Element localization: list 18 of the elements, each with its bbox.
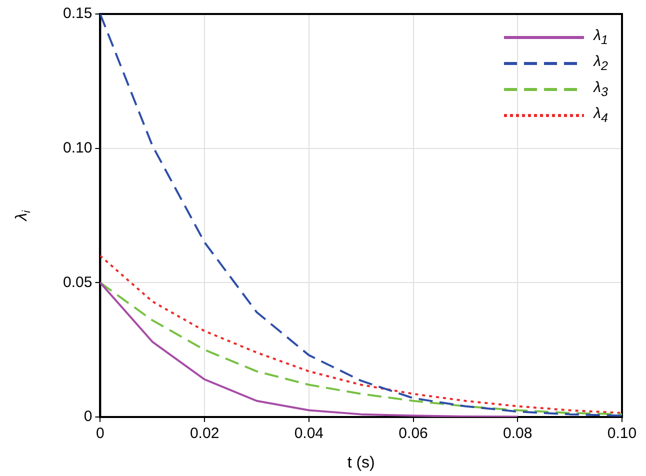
line-series bbox=[100, 254, 622, 414]
y-tick-label: 0.05 bbox=[62, 274, 92, 291]
legend-label: λ$_{1}$ bbox=[594, 27, 608, 47]
x-tick-label: 0.08 bbox=[503, 425, 532, 442]
x-tick-label: 0.06 bbox=[398, 425, 428, 442]
x-tick-label: 0.04 bbox=[294, 425, 324, 442]
x-tick-label: 0.10 bbox=[607, 425, 637, 442]
y-axis-title: λi bbox=[14, 210, 34, 222]
x-tick-label: 0 bbox=[96, 425, 104, 442]
legend-label: λ$_{3}$ bbox=[594, 79, 608, 99]
y-tick-label: 0 bbox=[84, 408, 92, 426]
legend-label: λ$_{2}$ bbox=[594, 53, 608, 73]
x-tick-label: 0.02 bbox=[190, 425, 220, 442]
x-axis-title: t (s) bbox=[347, 454, 375, 472]
y-tick-label: 0.10 bbox=[62, 139, 92, 156]
y-tick-label: 0.15 bbox=[62, 5, 92, 22]
line-series bbox=[100, 282, 622, 416]
legend-label: λ$_{4}$ bbox=[594, 105, 608, 125]
